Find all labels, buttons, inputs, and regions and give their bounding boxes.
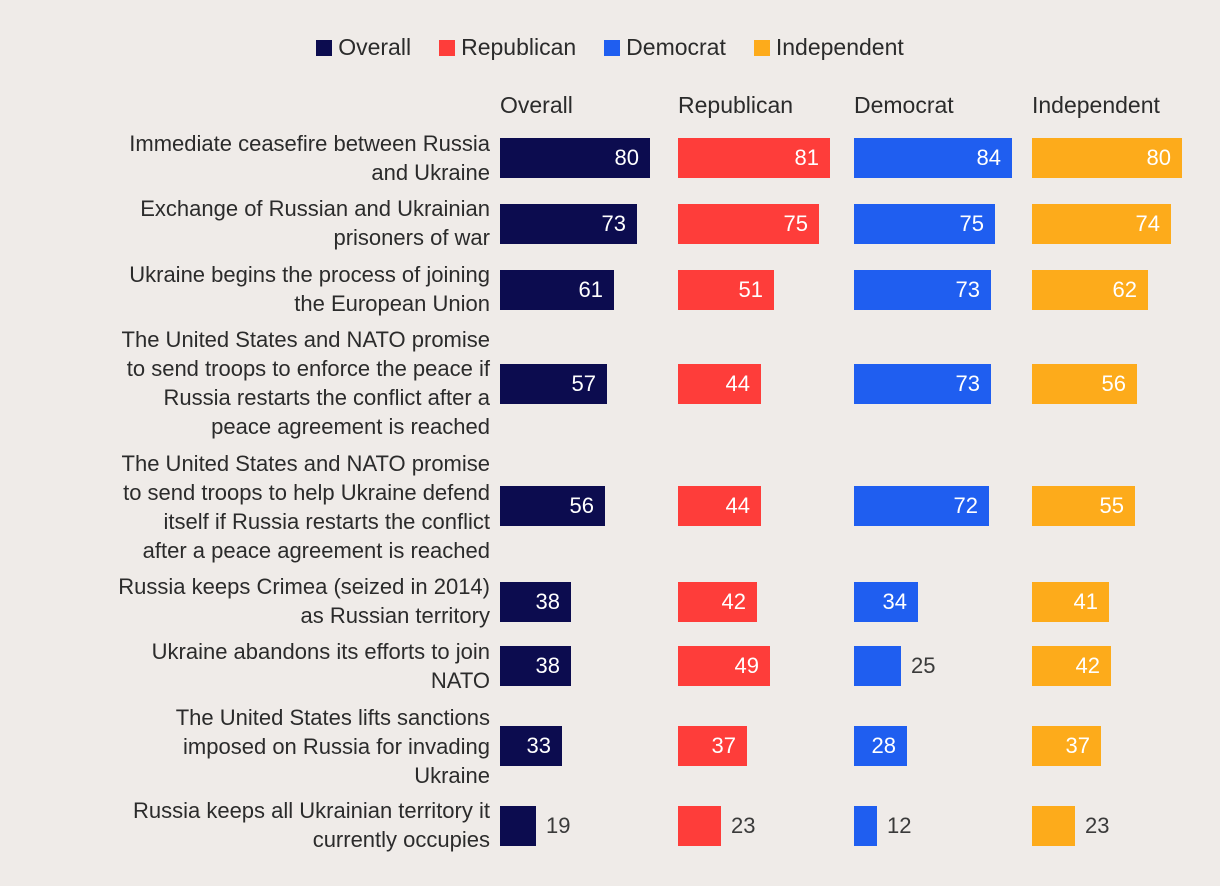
data-label: 37 (711, 733, 736, 758)
data-label: 61 (578, 277, 603, 302)
column-header-overall: Overall (500, 92, 573, 118)
legend-label: Democrat (626, 34, 726, 60)
bar-republican (678, 806, 721, 846)
legend-swatch (753, 39, 770, 56)
bar-overall (500, 806, 536, 846)
bar-overall (500, 364, 607, 404)
data-label: 72 (953, 493, 978, 518)
category-label: Russia keeps Crimea (seized in 2014) as R… (118, 574, 490, 628)
legend-label: Independent (775, 34, 904, 60)
bar-republican (678, 204, 819, 244)
bar-overall (500, 204, 637, 244)
bar-republican (678, 582, 757, 622)
legend-label: Overall (338, 34, 412, 60)
legend-item-republican: Republican (439, 34, 576, 61)
data-label: 42 (1075, 653, 1100, 678)
bar-overall (500, 726, 562, 766)
data-label: 75 (959, 211, 984, 236)
data-label: 51 (738, 277, 763, 302)
legend-swatch (439, 39, 456, 56)
bar-democrat (854, 806, 877, 846)
column-header-republican: Republican (678, 92, 794, 118)
legend-swatch (604, 39, 621, 56)
bar-democrat (854, 582, 918, 622)
bar-independent (1032, 646, 1111, 686)
data-label: 28 (871, 733, 896, 758)
bar-independent (1032, 486, 1135, 526)
bar-republican (678, 646, 770, 686)
category-label: The United States and NATO promise to sen… (121, 327, 490, 439)
category-label: Russia keeps all Ukrainian territory it c… (132, 798, 490, 852)
data-label: 44 (725, 371, 750, 396)
data-label: 74 (1135, 211, 1160, 236)
data-label: 56 (1101, 371, 1126, 396)
category-label: The United States and NATO promise to sen… (121, 451, 490, 563)
bar-overall (500, 270, 614, 310)
data-label: 12 (887, 813, 912, 838)
data-label: 57 (571, 371, 596, 396)
data-label: 73 (601, 211, 626, 236)
data-label: 38 (535, 589, 560, 614)
bar-democrat (854, 364, 991, 404)
bar-republican (678, 270, 774, 310)
legend-swatch (316, 39, 333, 56)
data-label: 84 (976, 145, 1001, 170)
bar-independent (1032, 364, 1137, 404)
data-label: 81 (794, 145, 819, 170)
data-label: 19 (546, 813, 571, 838)
data-label: 73 (955, 277, 980, 302)
data-label: 23 (731, 813, 756, 838)
bar-overall (500, 486, 605, 526)
bar-independent (1032, 138, 1182, 178)
bar-democrat (854, 646, 901, 686)
category-label: Exchange of Russian and Ukrainian prisone… (140, 196, 490, 250)
data-label: 41 (1073, 589, 1098, 614)
bar-independent (1032, 204, 1171, 244)
data-label: 80 (614, 145, 639, 170)
category-label: Ukraine abandons its efforts to join NATO (151, 639, 490, 693)
data-label: 42 (721, 589, 746, 614)
data-label: 37 (1065, 733, 1090, 758)
data-label: 25 (911, 653, 936, 678)
data-label: 80 (1146, 145, 1171, 170)
bar-democrat (854, 138, 1012, 178)
bar-overall (500, 582, 571, 622)
legend-label: Republican (461, 34, 577, 60)
data-label: 34 (882, 589, 907, 614)
legend-item-democrat: Democrat (604, 34, 726, 61)
category-label: The United States lifts sanctions imposed… (175, 705, 490, 788)
column-header-independent: Independent (1032, 92, 1160, 118)
bar-republican (678, 364, 761, 404)
bar-independent (1032, 582, 1109, 622)
category-label: Immediate ceasefire between Russia and Uk… (129, 131, 490, 185)
bar-democrat (854, 726, 907, 766)
bar-independent (1032, 806, 1075, 846)
data-label: 23 (1085, 813, 1110, 838)
bar-overall (500, 138, 650, 178)
legend-item-overall: Overall (316, 34, 411, 61)
chart-legend: Overall Republican Democrat Independent (0, 34, 1220, 62)
bar-democrat (854, 270, 991, 310)
data-label: 62 (1112, 277, 1137, 302)
bar-democrat (854, 204, 995, 244)
bar-overall (500, 646, 571, 686)
data-label: 73 (955, 371, 980, 396)
bar-republican (678, 726, 747, 766)
bar-independent (1032, 726, 1101, 766)
data-label: 49 (734, 653, 759, 678)
bar-republican (678, 138, 830, 178)
data-label: 75 (783, 211, 808, 236)
bar-republican (678, 486, 761, 526)
bar-independent (1032, 270, 1148, 310)
legend-item-independent: Independent (753, 34, 904, 61)
data-label: 38 (535, 653, 560, 678)
column-header-democrat: Democrat (854, 92, 954, 118)
data-label: 33 (526, 733, 551, 758)
data-label: 56 (569, 493, 594, 518)
data-label: 55 (1099, 493, 1124, 518)
category-label: Ukraine begins the process of joining the… (129, 262, 490, 316)
data-label: 44 (725, 493, 750, 518)
bar-democrat (854, 486, 989, 526)
